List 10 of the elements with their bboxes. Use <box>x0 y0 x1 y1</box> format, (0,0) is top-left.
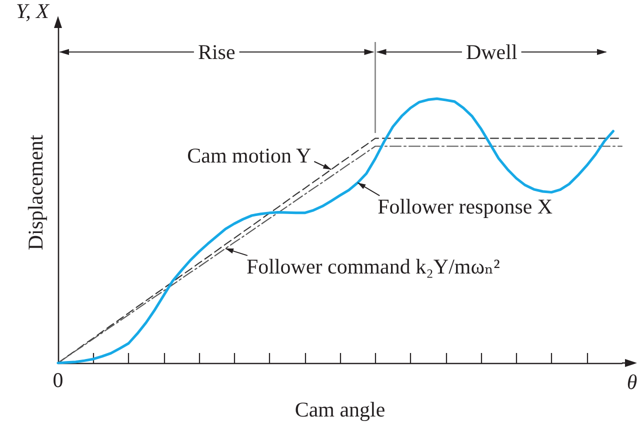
text: Y, X <box>16 0 50 23</box>
text: Rise <box>198 40 236 64</box>
series-label: Follower command k₂Y/mωₙ² <box>246 254 500 279</box>
series-label: Cam motion Y <box>187 144 312 168</box>
series-label: Follower response X <box>378 194 553 219</box>
text: Dwell <box>466 40 518 64</box>
x-axis-title: Cam angle <box>294 398 386 422</box>
y-axis-title: Displacement <box>24 134 48 250</box>
text: θ <box>626 370 638 394</box>
text: 0 <box>52 368 64 392</box>
